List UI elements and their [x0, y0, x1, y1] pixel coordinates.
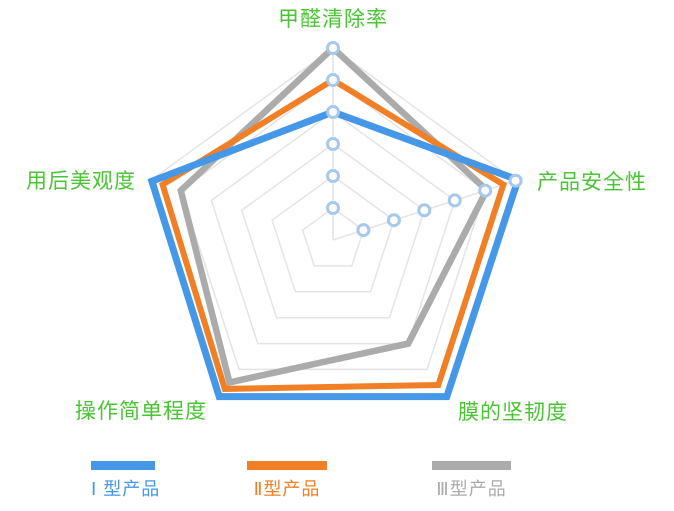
axis-tick-marker — [326, 169, 340, 183]
grid-ring — [210, 111, 456, 345]
legend-item-type3: Ⅲ型产品 — [432, 461, 511, 501]
axis-tick-marker — [326, 105, 340, 119]
axis-tick-marker — [508, 173, 523, 188]
legend-item-type2: Ⅱ型产品 — [247, 461, 327, 501]
axis-tick-marker — [326, 137, 340, 151]
legend-label-type3: Ⅲ型产品 — [436, 479, 507, 499]
legend-swatch-type2 — [247, 461, 327, 470]
axis-tick-marker — [326, 41, 340, 55]
axis-tick-marker — [478, 183, 493, 198]
axis-label-formaldehyde-removal: 甲醛清除率 — [278, 8, 388, 31]
axis-tick-marker — [356, 223, 371, 238]
series-polygon-1 — [147, 108, 523, 401]
axis-tick-marker — [386, 213, 401, 228]
axis-label-product-safety: 产品安全性 — [537, 171, 647, 194]
legend-label-type2: Ⅱ型产品 — [253, 479, 321, 499]
grid-ring — [240, 143, 426, 319]
axis-label-operation-simplicity: 操作简单程度 — [75, 400, 207, 423]
series-polygon-3 — [177, 43, 491, 387]
legend-swatch-type1 — [91, 461, 155, 470]
axis-label-film-toughness: 膜的坚韧度 — [458, 401, 568, 424]
axis-tick-marker — [447, 193, 462, 208]
axis-tick-marker — [326, 201, 340, 215]
grid-ring — [271, 175, 395, 293]
legend: Ⅰ 型产品 Ⅱ型产品 Ⅲ型产品 — [0, 461, 674, 507]
axis-tick-marker — [417, 203, 432, 218]
axis-tick-marker — [326, 73, 340, 87]
axis-label-post-use-appearance: 用后美观度 — [26, 170, 136, 193]
grid-ring — [179, 79, 487, 371]
legend-swatch-type3 — [432, 461, 511, 470]
legend-item-type1: Ⅰ 型产品 — [91, 461, 161, 501]
legend-label-type1: Ⅰ 型产品 — [91, 479, 161, 499]
